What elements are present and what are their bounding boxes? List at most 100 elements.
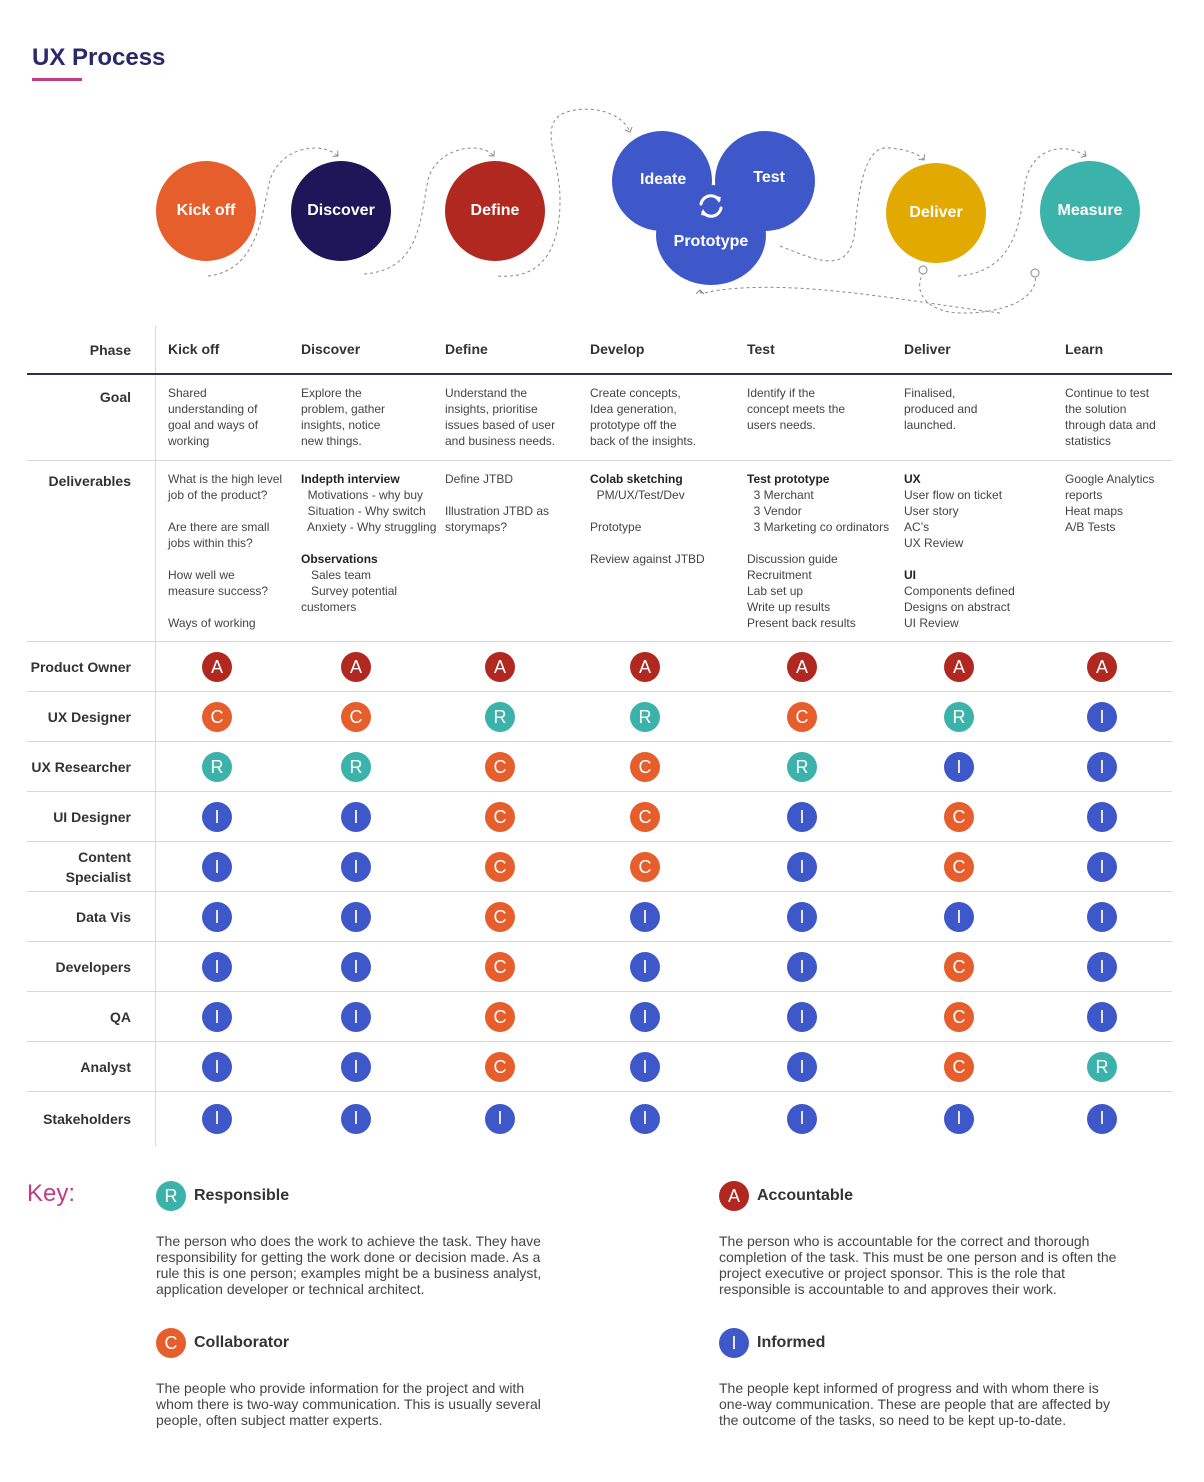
role-row: Content Specialist I I C C I C I (27, 842, 1172, 892)
deliverable-line: UI (904, 568, 916, 582)
raci-badge: R (202, 752, 232, 782)
process-discover: Discover (291, 161, 391, 261)
deliverables-cell: Colab sketching PM/UX/Test/Dev Prototype… (590, 471, 705, 567)
role-label: UI Designer (27, 807, 131, 827)
table-vertical-divider (155, 326, 156, 1146)
raci-badge: R (630, 702, 660, 732)
raci-badge: R (485, 702, 515, 732)
role-label-line: Specialist (65, 869, 131, 885)
raci-badge: C (485, 802, 515, 832)
role-label-line: Data Vis (76, 909, 131, 925)
phase-header-cell: Kick off (168, 341, 220, 357)
raci-badge: I (202, 952, 232, 982)
deliverables-cell: Google Analytics reports Heat maps A/B Test… (1065, 471, 1154, 535)
deliverable-line (445, 487, 549, 503)
role-row: UX Researcher R R C C R I I (27, 742, 1172, 792)
raci-badge: A (202, 652, 232, 682)
key-title: Key: (27, 1180, 76, 1207)
deliverables-label: Deliverables (48, 473, 132, 489)
role-label-line: UX Designer (47, 709, 131, 725)
raci-table: Phase Kick off Discover Define Develop Test D… (27, 326, 1172, 1145)
raci-badge: I (944, 1103, 974, 1134)
raci-badge: I (630, 902, 660, 932)
deliverable-line: Anxiety - Why struggling (301, 520, 437, 534)
deliverable-line (590, 503, 705, 519)
raci-badge: I (630, 952, 660, 982)
goal-row: Goal Shared understanding of goal and ways… (27, 375, 1172, 461)
deliverable-line: Are there are small (168, 520, 270, 534)
phase-header-cell: Define (445, 341, 488, 357)
goal-line: Explore the (301, 386, 362, 400)
raci-badge: A (485, 652, 515, 682)
deliverable-line (168, 503, 282, 519)
deliverable-line: Recruitment (747, 568, 812, 582)
raci-badge: I (1087, 752, 1117, 782)
deliverable-line: Discussion guide (747, 552, 838, 566)
deliverable-line: 3 Marketing co ordinators (747, 520, 890, 534)
role-row: UX Designer C C R R C R I (27, 692, 1172, 742)
goal-line: statistics (1065, 434, 1112, 448)
raci-badge: C (630, 802, 660, 832)
raci-badge: I (202, 1002, 232, 1032)
process-define: Define (445, 161, 545, 261)
key-item-accountable: A Accountable The person who is accountabl… (719, 1181, 1119, 1297)
raci-badge: C (944, 1002, 974, 1032)
deliverable-line: Colab sketching (590, 472, 683, 486)
deliverable-line: User story (904, 504, 959, 518)
role-label: QA (27, 1007, 131, 1027)
deliverable-line: UI Review (904, 616, 959, 630)
deliverable-line: Indepth interview (301, 472, 400, 486)
deliverable-line: Write up results (747, 600, 831, 614)
key-item-informed: I Informed The people kept informed of pro… (719, 1328, 1119, 1428)
key-badge: R (156, 1181, 186, 1211)
raci-badge: I (787, 1002, 817, 1032)
deliverable-line: Present back results (747, 616, 856, 630)
raci-badge: I (630, 1002, 660, 1032)
goal-line: working (168, 434, 210, 448)
raci-badge: I (1087, 702, 1117, 732)
deliverable-line: Heat maps (1065, 504, 1124, 518)
raci-badge: R (341, 752, 371, 782)
key-description: The person who does the work to achieve … (156, 1233, 542, 1297)
raci-badge: C (485, 1002, 515, 1032)
process-kickoff: Kick off (156, 161, 256, 261)
raci-badge: A (1087, 652, 1117, 682)
raci-badge: C (202, 702, 232, 732)
deliverable-line: Review against JTBD (590, 552, 705, 566)
deliverable-line: Prototype (590, 520, 642, 534)
goal-line: Finalised, (904, 386, 956, 400)
deliverable-line (301, 535, 436, 551)
goal-line: Create concepts, (590, 386, 681, 400)
role-row: QA I I C I I C I (27, 992, 1172, 1042)
deliverable-line: Define JTBD (445, 472, 514, 486)
phase-header-cell: Deliver (904, 341, 951, 357)
goal-line: Idea generation, (590, 402, 677, 416)
raci-badge: I (202, 802, 232, 832)
role-row: UI Designer I I C C I C I (27, 792, 1172, 842)
key-description: The people kept informed of progress and… (719, 1380, 1110, 1428)
deliverable-line: storymaps? (445, 520, 508, 534)
goal-cell: Continue to test the solution through data… (1065, 385, 1156, 449)
deliverable-line: jobs within this? (168, 536, 253, 550)
raci-badge: I (787, 1052, 817, 1082)
deliverable-line: measure success? (168, 584, 269, 598)
raci-badge: C (341, 702, 371, 732)
key-item-head: I Informed (719, 1328, 1119, 1358)
raci-badge: I (787, 802, 817, 832)
goal-line: Understand the (445, 386, 528, 400)
role-row: Data Vis I I C I I I I (27, 892, 1172, 942)
deliverable-line: Components defined (904, 584, 1015, 598)
raci-badge: I (787, 902, 817, 932)
deliverable-line: Situation - Why switch (301, 504, 426, 518)
raci-badge: I (341, 1103, 371, 1134)
process-deliver: Deliver (886, 163, 986, 263)
goal-line: insights, prioritise (445, 402, 538, 416)
key-item-head: R Responsible (156, 1181, 556, 1211)
raci-badge: I (485, 1103, 515, 1134)
raci-badge: C (944, 802, 974, 832)
deliverable-line (168, 551, 282, 567)
goal-cell: Identify if the concept meets the users ne… (747, 385, 845, 433)
deliverable-line: Survey potential (301, 584, 398, 598)
goal-line: new things. (301, 434, 362, 448)
key-item-head: C Collaborator (156, 1328, 556, 1358)
